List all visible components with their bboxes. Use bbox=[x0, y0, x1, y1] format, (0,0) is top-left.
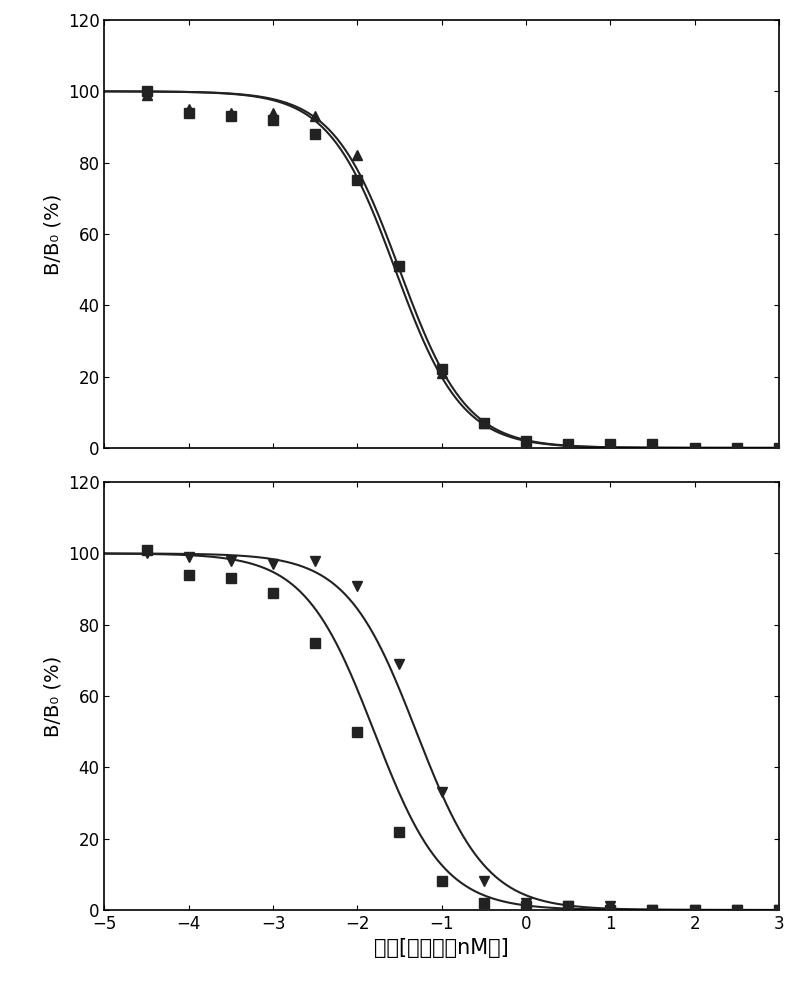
Y-axis label: B/B₀ (%): B/B₀ (%) bbox=[43, 655, 62, 737]
X-axis label: 对数[胰岛素（nM）]: 对数[胰岛素（nM）] bbox=[374, 938, 508, 958]
Y-axis label: B/B₀ (%): B/B₀ (%) bbox=[43, 193, 62, 275]
